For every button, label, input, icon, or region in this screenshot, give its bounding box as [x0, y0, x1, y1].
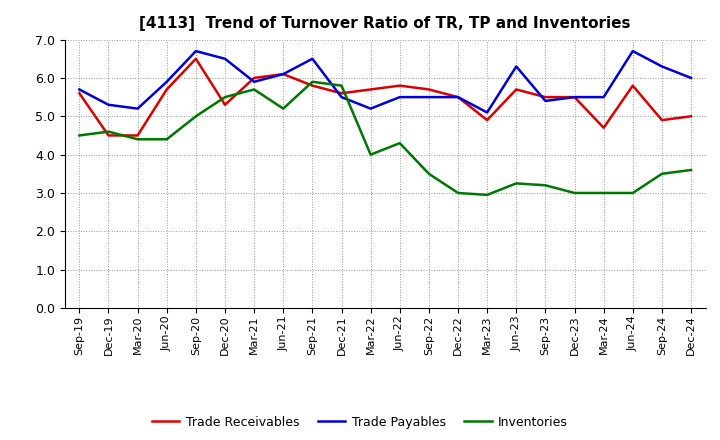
Trade Receivables	[192, 56, 200, 62]
Trade Payables	[395, 95, 404, 100]
Trade Payables	[220, 56, 229, 62]
Trade Receivables	[395, 83, 404, 88]
Trade Receivables	[570, 95, 579, 100]
Trade Receivables	[75, 91, 84, 96]
Trade Receivables	[308, 83, 317, 88]
Inventories	[104, 129, 113, 134]
Trade Payables	[599, 95, 608, 100]
Inventories	[629, 191, 637, 196]
Trade Payables	[104, 102, 113, 107]
Trade Payables	[250, 79, 258, 84]
Trade Payables	[425, 95, 433, 100]
Line: Trade Payables: Trade Payables	[79, 51, 691, 113]
Trade Receivables	[279, 71, 287, 77]
Inventories	[163, 137, 171, 142]
Trade Payables	[454, 95, 462, 100]
Inventories	[483, 192, 492, 198]
Inventories	[192, 114, 200, 119]
Trade Payables	[629, 48, 637, 54]
Trade Payables	[133, 106, 142, 111]
Trade Receivables	[337, 91, 346, 96]
Line: Inventories: Inventories	[79, 82, 691, 195]
Inventories	[279, 106, 287, 111]
Inventories	[454, 191, 462, 196]
Line: Trade Receivables: Trade Receivables	[79, 59, 691, 136]
Trade Payables	[541, 98, 550, 103]
Inventories	[133, 137, 142, 142]
Trade Payables	[192, 48, 200, 54]
Trade Payables	[337, 95, 346, 100]
Trade Receivables	[483, 117, 492, 123]
Inventories	[599, 191, 608, 196]
Trade Receivables	[687, 114, 696, 119]
Trade Payables	[308, 56, 317, 62]
Trade Receivables	[629, 83, 637, 88]
Trade Payables	[512, 64, 521, 69]
Trade Payables	[163, 79, 171, 84]
Trade Receivables	[104, 133, 113, 138]
Trade Payables	[483, 110, 492, 115]
Trade Receivables	[541, 95, 550, 100]
Trade Payables	[657, 64, 666, 69]
Trade Receivables	[512, 87, 521, 92]
Inventories	[687, 167, 696, 172]
Trade Payables	[366, 106, 375, 111]
Trade Receivables	[163, 87, 171, 92]
Inventories	[366, 152, 375, 157]
Legend: Trade Receivables, Trade Payables, Inventories: Trade Receivables, Trade Payables, Inven…	[147, 411, 573, 434]
Trade Receivables	[220, 102, 229, 107]
Trade Receivables	[454, 95, 462, 100]
Inventories	[220, 95, 229, 100]
Inventories	[541, 183, 550, 188]
Trade Payables	[279, 71, 287, 77]
Inventories	[395, 140, 404, 146]
Trade Payables	[75, 87, 84, 92]
Trade Payables	[570, 95, 579, 100]
Trade Receivables	[599, 125, 608, 130]
Inventories	[570, 191, 579, 196]
Inventories	[75, 133, 84, 138]
Trade Payables	[687, 75, 696, 81]
Inventories	[512, 181, 521, 186]
Inventories	[657, 171, 666, 176]
Trade Receivables	[250, 75, 258, 81]
Trade Receivables	[657, 117, 666, 123]
Inventories	[250, 87, 258, 92]
Trade Receivables	[366, 87, 375, 92]
Inventories	[337, 83, 346, 88]
Inventories	[308, 79, 317, 84]
Title: [4113]  Trend of Turnover Ratio of TR, TP and Inventories: [4113] Trend of Turnover Ratio of TR, TP…	[140, 16, 631, 32]
Inventories	[425, 171, 433, 176]
Trade Receivables	[425, 87, 433, 92]
Trade Receivables	[133, 133, 142, 138]
